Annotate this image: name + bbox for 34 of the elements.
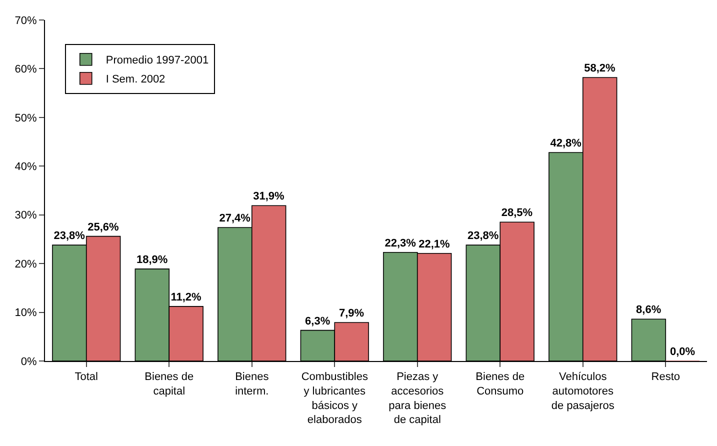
x-tick-label: Bienes de Consumo xyxy=(476,371,525,398)
data-label: 6,3% xyxy=(305,315,330,328)
x-tick-label: Bienes de capital xyxy=(144,371,194,398)
y-tick-label: 70% xyxy=(14,14,38,27)
data-label: 23,8% xyxy=(54,230,86,242)
data-label: 22,1% xyxy=(418,238,450,250)
x-tick-label: Bienes interm. xyxy=(235,371,270,398)
y-tick-label: 40% xyxy=(14,160,38,173)
y-tick-label: 50% xyxy=(14,112,38,124)
data-label: 0,0% xyxy=(670,346,696,358)
x-tick-label: Combustibles y lubricantes básicos y elaborados xyxy=(301,371,368,426)
data-label: 7,9% xyxy=(338,308,364,320)
data-label: 31,9% xyxy=(253,190,285,203)
y-tick-label: 60% xyxy=(14,64,38,76)
y-tick-label: 30% xyxy=(14,210,38,222)
data-label: 58,2% xyxy=(584,62,616,74)
data-label: 23,8% xyxy=(467,230,499,242)
legend-label: I Sem. 2002 xyxy=(106,74,166,86)
data-label: 25,6% xyxy=(88,221,120,234)
legend-label: Promedio 1997-2001 xyxy=(106,54,209,67)
y-tick-label: 20% xyxy=(14,258,38,270)
data-label: 22,3% xyxy=(384,237,416,250)
data-label: 18,9% xyxy=(136,254,168,266)
x-tick-label: Piezas y accesorios para bienes de capital xyxy=(388,371,447,426)
x-tick-label: Total xyxy=(74,371,98,384)
y-tick-label: 10% xyxy=(14,307,38,320)
data-label: 27,4% xyxy=(219,212,251,225)
data-label: 11,2% xyxy=(170,291,202,304)
x-tick-label: Vehículos automotores de pasajeros xyxy=(551,371,615,412)
x-tick-label: Resto xyxy=(651,371,680,384)
data-label: 42,8% xyxy=(550,138,582,150)
data-label: 28,5% xyxy=(501,207,533,220)
data-label: 8,6% xyxy=(636,304,662,316)
y-tick-label: 0% xyxy=(20,356,38,368)
